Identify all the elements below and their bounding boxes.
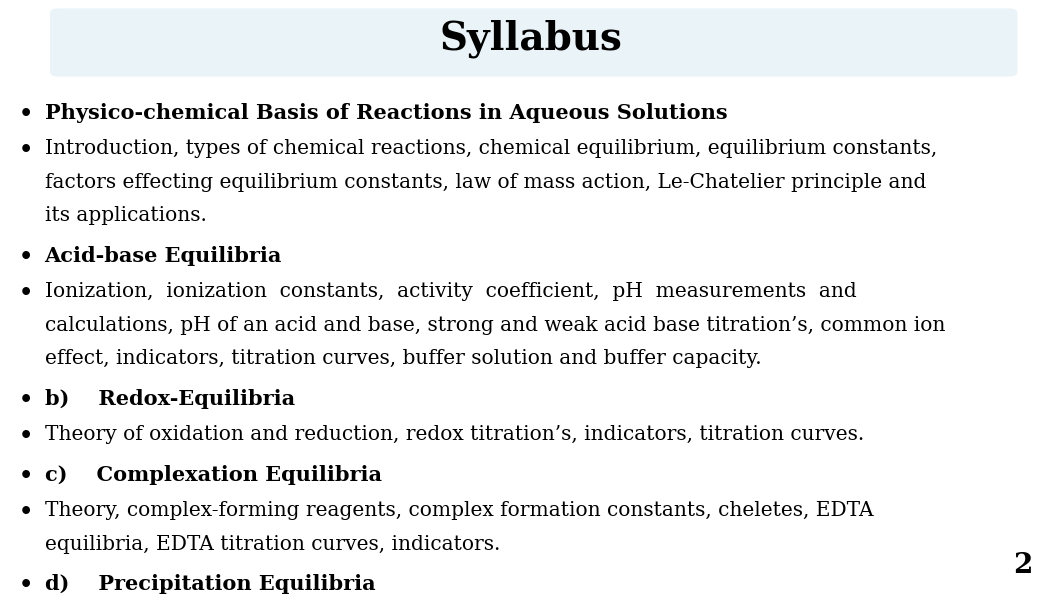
Text: Theory, complex-forming reagents, complex formation constants, cheletes, EDTA: Theory, complex-forming reagents, comple… [45, 501, 873, 520]
Text: •: • [19, 282, 33, 304]
Text: Ionization,  ionization  constants,  activity  coefficient,  pH  measurements  a: Ionization, ionization constants, activi… [45, 282, 856, 301]
Text: effect, indicators, titration curves, buffer solution and buffer capacity.: effect, indicators, titration curves, bu… [45, 349, 761, 368]
Text: d)    Precipitation Equilibria: d) Precipitation Equilibria [45, 574, 375, 594]
Text: •: • [19, 425, 33, 447]
Text: factors effecting equilibrium constants, law of mass action, Le-Chatelier princi: factors effecting equilibrium constants,… [45, 173, 926, 192]
Text: its applications.: its applications. [45, 206, 206, 225]
Text: •: • [19, 574, 33, 596]
Text: •: • [19, 246, 33, 268]
Text: Syllabus: Syllabus [440, 20, 622, 58]
Text: Theory of oxidation and reduction, redox titration’s, indicators, titration curv: Theory of oxidation and reduction, redox… [45, 425, 863, 444]
FancyBboxPatch shape [50, 8, 1017, 77]
Text: •: • [19, 389, 33, 411]
Text: c)    Complexation Equilibria: c) Complexation Equilibria [45, 465, 381, 484]
Text: •: • [19, 501, 33, 523]
Text: •: • [19, 465, 33, 487]
Text: Physico-chemical Basis of Reactions in Aqueous Solutions: Physico-chemical Basis of Reactions in A… [45, 103, 727, 123]
Text: equilibria, EDTA titration curves, indicators.: equilibria, EDTA titration curves, indic… [45, 535, 500, 554]
Text: b)    Redox-Equilibria: b) Redox-Equilibria [45, 389, 295, 408]
Text: Acid-base Equilibria: Acid-base Equilibria [45, 246, 282, 266]
Text: calculations, pH of an acid and base, strong and weak acid base titration’s, com: calculations, pH of an acid and base, st… [45, 316, 945, 335]
Text: •: • [19, 139, 33, 161]
Text: •: • [19, 103, 33, 125]
Text: 2: 2 [1013, 552, 1032, 579]
Text: Introduction, types of chemical reactions, chemical equilibrium, equilibrium con: Introduction, types of chemical reaction… [45, 139, 937, 158]
